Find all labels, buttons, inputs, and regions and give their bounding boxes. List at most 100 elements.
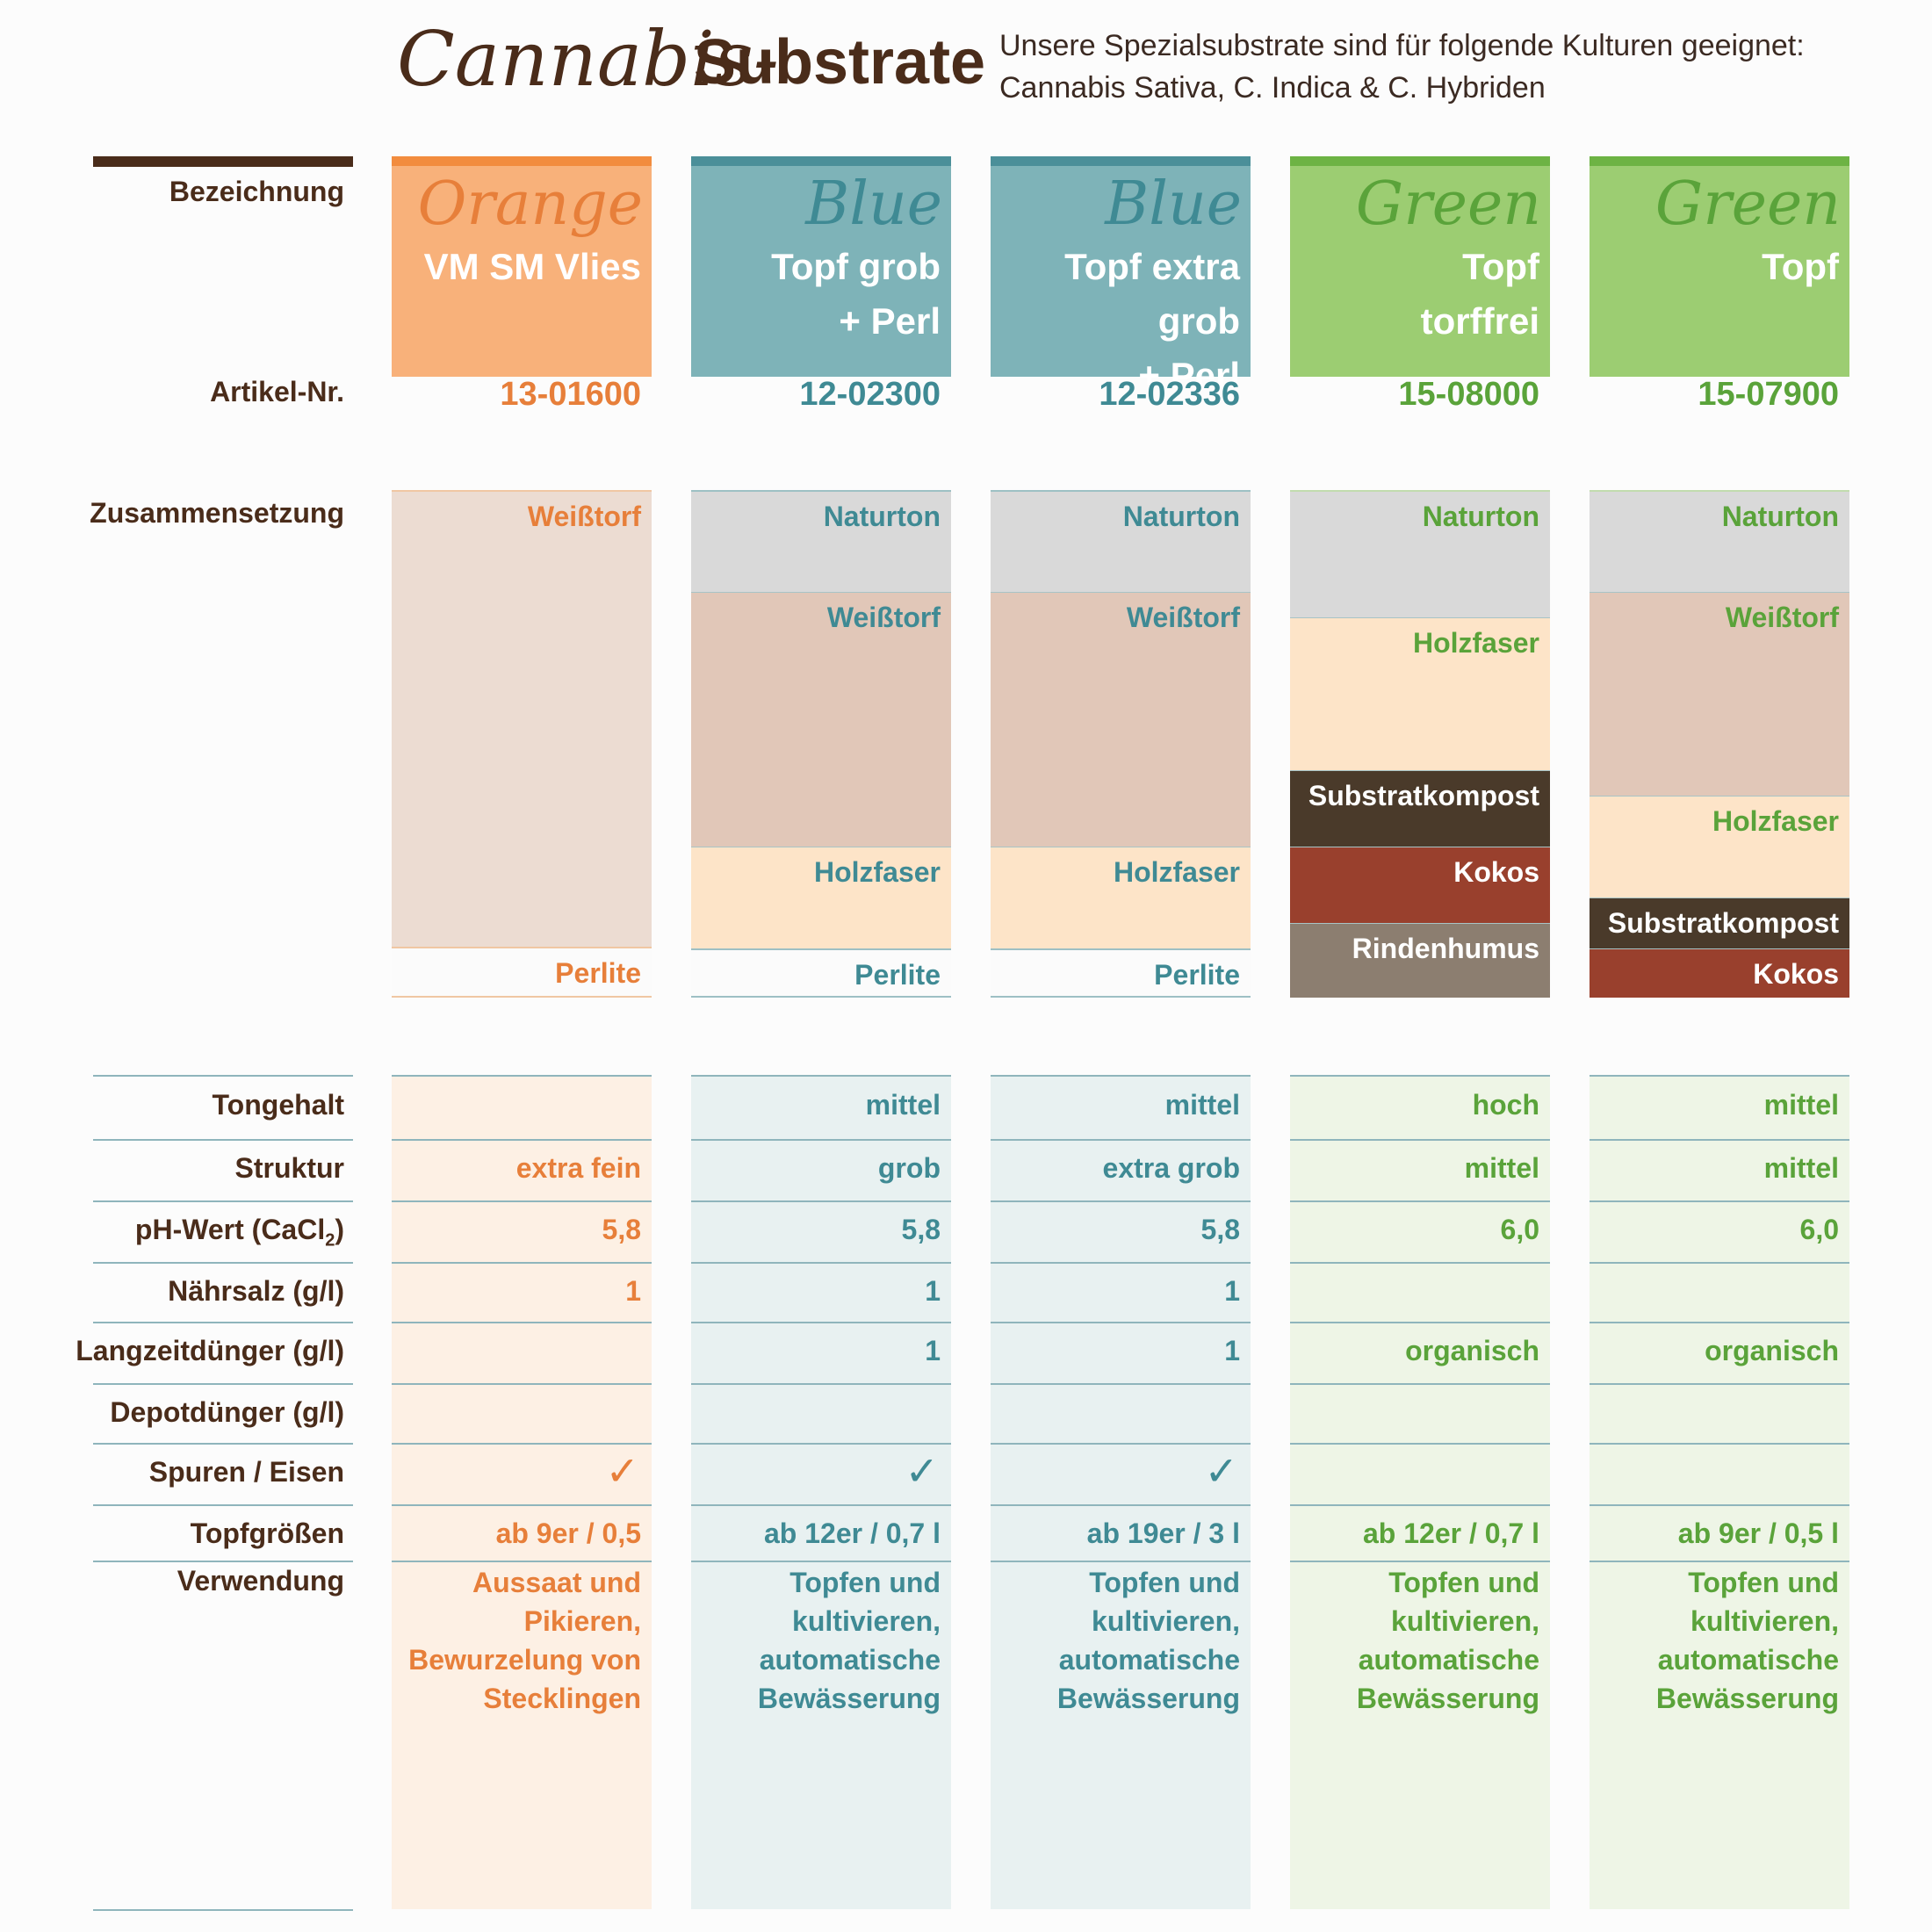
value-topf: ab 19er / 3 l xyxy=(1086,1517,1240,1549)
page-title: Substrate xyxy=(694,27,986,97)
usage-line: Bewässerung xyxy=(1655,1683,1839,1714)
composition-rindenhumus: Rindenhumus xyxy=(1290,923,1550,998)
row-divider xyxy=(691,1075,951,1077)
value-ph: 6,0 xyxy=(1500,1214,1539,1245)
usage-line: Aussaat und xyxy=(472,1567,641,1598)
row-divider xyxy=(1590,1262,1849,1264)
value-tongehalt: mittel xyxy=(1763,1089,1839,1121)
product-header: Green Topf torffrei xyxy=(1290,166,1550,377)
composition-weisstorf: Weißtorf xyxy=(1590,592,1849,796)
composition-weisstorf: Weißtorf xyxy=(392,490,652,947)
usage-text: Topfen und kultivieren, automatische Bewäss… xyxy=(691,1563,951,1718)
row-divider xyxy=(991,1139,1251,1141)
row-divider xyxy=(1290,1561,1550,1562)
row-divider xyxy=(1290,1443,1550,1445)
product-name-line: Topf extra grob xyxy=(1064,246,1240,342)
value-ph: 5,8 xyxy=(602,1214,641,1245)
row-divider xyxy=(991,1383,1251,1385)
composition-naturton: Naturton xyxy=(1590,490,1849,592)
composition-holzfaser: Holzfaser xyxy=(1290,617,1550,770)
row-divider xyxy=(1290,1262,1550,1264)
row-divider xyxy=(691,1322,951,1323)
usage-text: Aussaat und Pikieren, Bewurzelung von Steck… xyxy=(392,1563,652,1718)
row-divider xyxy=(691,1504,951,1506)
row-divider xyxy=(691,1139,951,1141)
usage-line: kultivieren, xyxy=(1092,1605,1240,1637)
product-header: Green Topf xyxy=(1590,166,1849,377)
row-divider xyxy=(991,1075,1251,1077)
usage-line: Pikieren, xyxy=(523,1605,641,1637)
composition-holzfaser: Holzfaser xyxy=(991,847,1251,948)
usage-line: automatische xyxy=(1657,1644,1839,1676)
usage-line: Bewurzelung von xyxy=(408,1644,641,1676)
composition-perlite: Perlite xyxy=(691,948,951,998)
composition-naturton: Naturton xyxy=(691,490,951,592)
label-divider xyxy=(93,1504,353,1506)
usage-line: Topfen und xyxy=(1388,1567,1539,1598)
intro-line-1: Unsere Spezialsubstrate sind für folgend… xyxy=(999,29,1805,62)
row-divider xyxy=(392,1262,652,1264)
composition-perlite: Perlite xyxy=(392,947,652,998)
usage-text: Topfen und kultivieren, automatische Bewäss… xyxy=(1590,1563,1849,1718)
label-divider xyxy=(93,1200,353,1202)
checkmark-icon: ✓ xyxy=(1204,1448,1238,1494)
value-naehrsalz: 1 xyxy=(1224,1275,1240,1307)
product-name-line: torffrei xyxy=(1420,300,1539,342)
value-struktur: extra fein xyxy=(515,1152,641,1184)
row-divider xyxy=(991,1262,1251,1264)
checkmark-icon: ✓ xyxy=(905,1448,939,1494)
row-divider xyxy=(991,1443,1251,1445)
row-divider xyxy=(991,1561,1251,1562)
label-ph: pH-Wert (CaCl2) xyxy=(135,1214,344,1251)
label-tongehalt: Tongehalt xyxy=(212,1089,345,1121)
composition-substratkompost: Substratkompost xyxy=(1290,770,1550,847)
value-tongehalt: mittel xyxy=(865,1089,941,1121)
composition-naturton: Naturton xyxy=(1290,490,1550,617)
composition-weisstorf: Weißtorf xyxy=(691,592,951,847)
label-column-bar xyxy=(93,156,353,167)
usage-line: Topfen und xyxy=(1089,1567,1240,1598)
product-header-bar xyxy=(392,156,652,166)
usage-line: Bewässerung xyxy=(1056,1683,1240,1714)
row-divider xyxy=(691,1383,951,1385)
usage-line: automatische xyxy=(1058,1644,1240,1676)
product-line-script: Green xyxy=(1654,169,1841,239)
row-divider xyxy=(691,1200,951,1202)
composition-kokos: Kokos xyxy=(1290,847,1550,923)
article-number: 15-08000 xyxy=(1398,376,1539,413)
row-divider xyxy=(1290,1322,1550,1323)
label-ph-text: pH-Wert (CaCl xyxy=(134,1214,326,1245)
row-divider xyxy=(691,1443,951,1445)
value-struktur: extra grob xyxy=(1102,1152,1240,1184)
row-divider xyxy=(1290,1504,1550,1506)
title-script: Cannabis- xyxy=(397,16,779,104)
value-naehrsalz: 1 xyxy=(925,1275,941,1307)
label-bottom-line xyxy=(93,1909,353,1911)
row-divider xyxy=(1590,1322,1849,1323)
label-struktur: Struktur xyxy=(234,1152,344,1184)
label-divider xyxy=(93,1443,353,1445)
row-divider xyxy=(1590,1504,1849,1506)
row-divider xyxy=(1290,1383,1550,1385)
value-ph: 6,0 xyxy=(1799,1214,1839,1245)
usage-line: kultivieren, xyxy=(1391,1605,1539,1637)
label-divider xyxy=(93,1322,353,1323)
label-divider xyxy=(93,1383,353,1385)
label-bezeichnung: Bezeichnung xyxy=(169,176,344,207)
article-number: 12-02336 xyxy=(1099,376,1240,413)
composition-naturton: Naturton xyxy=(991,490,1251,592)
value-langzeit: organisch xyxy=(1405,1335,1539,1366)
value-topf: ab 12er / 0,7 l xyxy=(763,1517,941,1549)
product-header-bar xyxy=(991,156,1251,166)
value-ph: 5,8 xyxy=(901,1214,941,1245)
product-name-line: Topf xyxy=(1762,246,1839,287)
composition-holzfaser: Holzfaser xyxy=(691,847,951,948)
product-name-line: VM SM Vlies xyxy=(423,246,641,287)
product-name-line: + Perl xyxy=(839,300,941,342)
value-struktur: mittel xyxy=(1464,1152,1539,1184)
composition-substratkompost: Substratkompost xyxy=(1590,898,1849,948)
product-line-script: Orange xyxy=(417,169,643,239)
row-divider xyxy=(392,1504,652,1506)
value-struktur: grob xyxy=(877,1152,941,1184)
label-topf: Topfgrößen xyxy=(190,1517,344,1549)
